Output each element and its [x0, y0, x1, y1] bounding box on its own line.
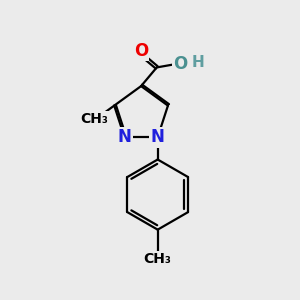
Text: H: H [192, 55, 204, 70]
Text: CH₃: CH₃ [144, 252, 172, 266]
Text: O: O [173, 55, 187, 73]
Text: CH₃: CH₃ [80, 112, 108, 126]
Text: O: O [134, 42, 148, 60]
Text: N: N [151, 128, 165, 146]
Text: N: N [118, 128, 131, 146]
